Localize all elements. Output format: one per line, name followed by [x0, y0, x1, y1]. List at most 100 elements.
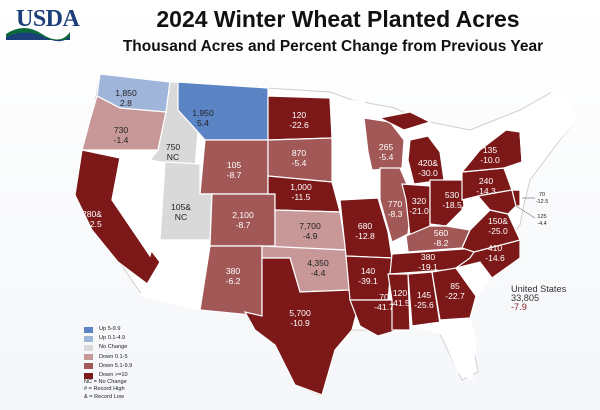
label-de-pct: -12.5 — [536, 199, 549, 205]
label-nd-pct: -22.6 — [289, 120, 309, 130]
label-ks-acres: 7,700 — [299, 221, 321, 231]
label-al-pct: -25.6 — [414, 300, 434, 310]
us-total-label: United States — [511, 284, 567, 294]
label-in-acres: 320 — [412, 196, 427, 206]
label-ga-pct: -22.7 — [445, 291, 465, 301]
legend-swatch — [84, 326, 93, 333]
label-or-pct: -1.4 — [114, 135, 129, 145]
label-md-acres: 125 — [537, 214, 546, 220]
map-legend: Up 5-9.9 Up 0.1-4.9 No Change Down 0.1-5… — [84, 325, 132, 380]
state-md — [476, 189, 517, 215]
label-ny-acres: 135 — [483, 145, 498, 155]
label-tx-acres: 5,700 — [289, 308, 311, 318]
label-wa-acres: 1,850 — [115, 88, 137, 98]
legend-item-up-5-9-9: Up 5-9.9 — [84, 325, 132, 334]
usda-logo: USDA — [4, 4, 80, 42]
map-subtitle: Thousand Acres and Percent Change from P… — [122, 38, 544, 55]
label-ky-acres: 560 — [434, 228, 449, 238]
legend-item-down-0-1-5: Down 0.1-5 — [84, 353, 132, 362]
label-wi-pct: -5.4 — [379, 152, 394, 162]
state-nc — [455, 239, 521, 279]
label-al-acres: 145 — [417, 290, 432, 300]
legend-label: Up 0.1-4.9 — [99, 335, 126, 342]
label-mi-acres: 420& — [418, 158, 438, 168]
label-mt-acres: 1,950 — [192, 108, 214, 118]
label-ar-pct: -39.1 — [358, 276, 378, 286]
label-mo-acres: 680 — [358, 221, 373, 231]
legend-item-down-ge-10: Down >=10 — [84, 371, 132, 380]
label-il-acres: 770 — [388, 199, 403, 209]
label-la-pct: -41.7 — [374, 302, 394, 312]
state-labels: 1,850 2.8 730 -1.4 280& -12.5 750 NC 1,9… — [82, 88, 548, 328]
label-il-pct: -8.3 — [388, 209, 403, 219]
legend-label: Down 5.1-9.9 — [99, 362, 133, 369]
legend-notes: NC = No Change # = Record High & = Recor… — [84, 379, 127, 401]
label-md-pct: -4.4 — [537, 221, 546, 227]
state-mo — [339, 197, 393, 259]
label-ga-acres: 85 — [450, 281, 460, 291]
legend-swatch — [84, 372, 93, 379]
usda-logo-text: USDA — [16, 6, 80, 32]
label-de-acres: 70 — [539, 192, 545, 198]
label-oh-pct: -18.5 — [442, 200, 462, 210]
us-total: United States 33,805 -7.9 — [511, 284, 567, 312]
label-ok-pct: -4.4 — [311, 268, 326, 278]
legend-note-nc: NC = No Change — [84, 379, 127, 385]
legend-note-record-low: & = Record Low — [84, 393, 124, 400]
label-wy-pct: -8.7 — [227, 170, 242, 180]
label-id-acres: 750 — [166, 142, 181, 152]
legend-swatch — [84, 344, 93, 351]
legend-label: No Change — [99, 344, 128, 351]
label-nm-acres: 380 — [226, 266, 241, 276]
label-ut-acres: 105& — [171, 202, 191, 212]
label-tn-acres: 380 — [421, 252, 436, 262]
label-oh-acres: 530 — [445, 190, 460, 200]
label-ar-acres: 140 — [361, 266, 376, 276]
label-mo-pct: -12.8 — [355, 231, 375, 241]
label-id-pct: NC — [167, 152, 179, 162]
legend-item-no-change: No Change — [84, 343, 132, 352]
legend-note-record-high: # = Record High — [84, 386, 125, 393]
state-az — [139, 239, 211, 311]
label-wi-acres: 265 — [379, 142, 394, 152]
state-wv — [461, 195, 491, 231]
legend-item-up-0-1-4-9: Up 0.1-4.9 — [84, 334, 132, 343]
legend-item-down-5-1-9-9: Down 5.1-9.9 — [84, 362, 132, 371]
label-or-acres: 730 — [114, 125, 129, 135]
label-wa-pct: 2.8 — [120, 98, 132, 108]
leader-md — [515, 205, 536, 219]
legend-label: Down >=10 — [99, 371, 128, 378]
state-oh — [429, 179, 465, 227]
us-total-acres: 33,805 — [511, 293, 540, 303]
state-fl — [411, 317, 477, 381]
label-tx-pct: -10.9 — [290, 318, 310, 328]
label-nc-pct: -14.6 — [485, 253, 505, 263]
label-ca-pct: -12.5 — [82, 219, 102, 229]
label-va-pct: -25.0 — [488, 226, 508, 236]
label-co-pct: -8.7 — [236, 220, 251, 230]
label-ut-pct: NC — [175, 212, 187, 222]
state-la — [349, 299, 399, 337]
label-sd-pct: -5.4 — [292, 158, 307, 168]
label-ms-acres: 120 — [393, 288, 408, 298]
legend-swatch — [84, 354, 93, 361]
label-mt-pct: 5.4 — [197, 118, 209, 128]
label-ca-acres: 280& — [82, 209, 102, 219]
state-tx — [243, 257, 361, 396]
label-ks-pct: -4.9 — [303, 231, 318, 241]
state-mi-up — [378, 111, 432, 131]
state-nj — [503, 165, 521, 191]
legend-swatch — [84, 335, 93, 342]
label-pa-acres: 240 — [479, 176, 494, 186]
label-la-acres: 70 — [379, 292, 389, 302]
label-nd-acres: 120 — [292, 110, 307, 120]
label-nm-pct: -6.2 — [226, 276, 241, 286]
us-total-pct: -7.9 — [511, 302, 527, 312]
state-ms — [387, 273, 411, 331]
label-mi-pct: -30.0 — [418, 168, 438, 178]
legend-swatch — [84, 363, 93, 370]
label-pa-pct: -14.3 — [476, 186, 496, 196]
label-wy-acres: 105 — [227, 160, 242, 170]
label-nc-acres: 410 — [488, 243, 503, 253]
